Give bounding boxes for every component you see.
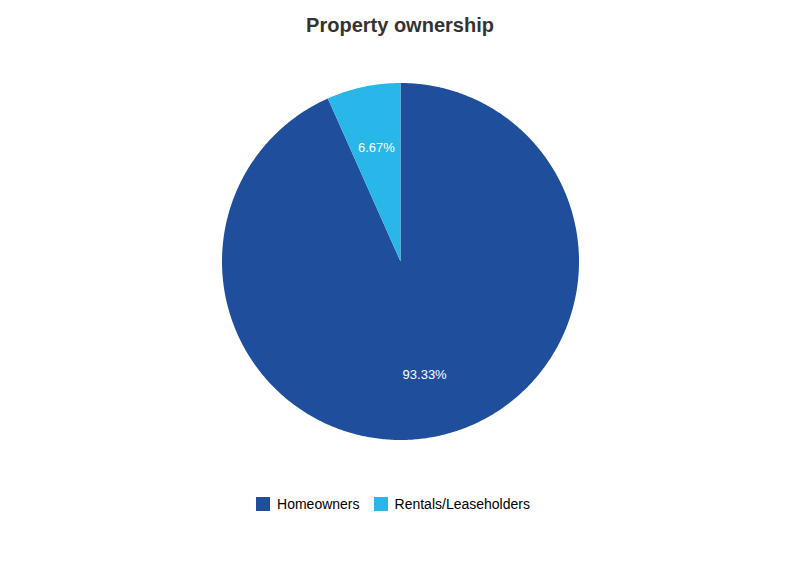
html-text:Rentals/Leaseholders: Rentals/Leaseholders (394, 495, 530, 512)
html-text:Property ownership: Property ownership (306, 14, 494, 36)
html-text:Homeowners: Homeowners (277, 495, 360, 512)
svg-text:6.67%: 6.67% (358, 140, 395, 155)
svg-text:93.33%: 93.33% (403, 367, 448, 382)
